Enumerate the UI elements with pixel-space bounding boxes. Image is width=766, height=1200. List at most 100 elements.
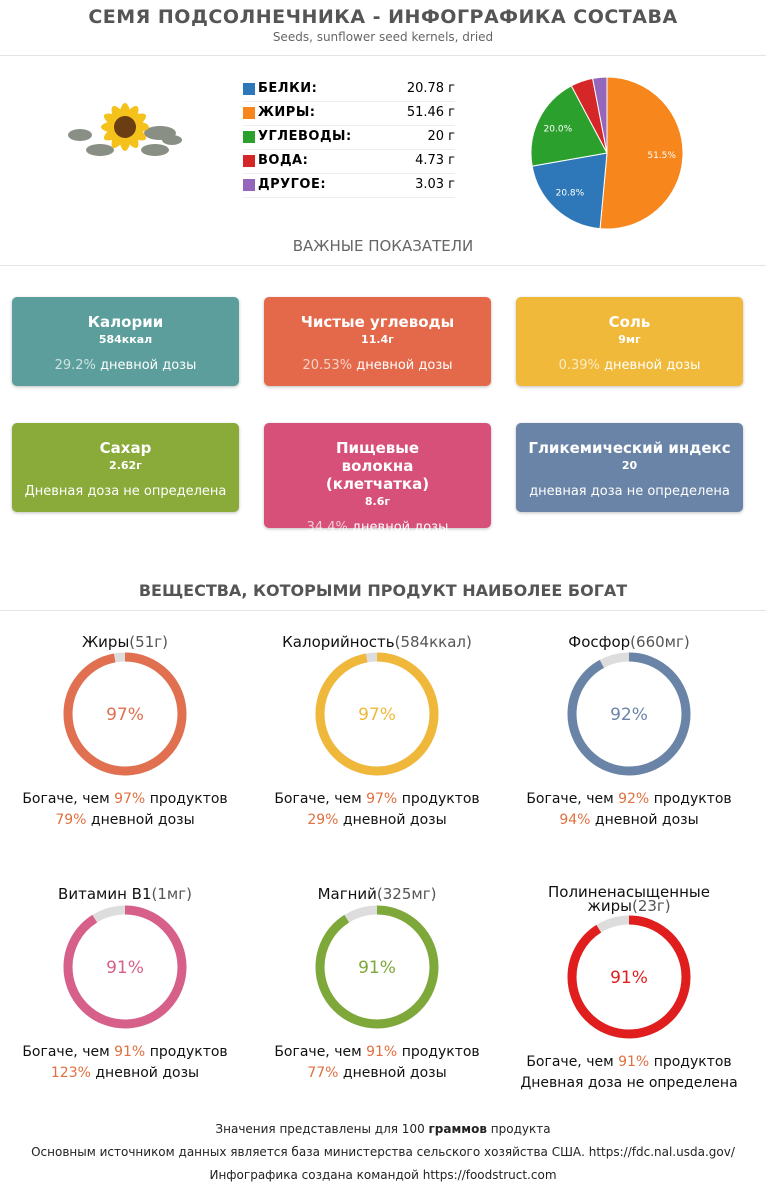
item-name-text: Магний bbox=[317, 885, 377, 903]
card-title: Сахар bbox=[99, 439, 152, 457]
item-name-text: Витамин B1 bbox=[58, 885, 152, 903]
pie-label: 20.8% bbox=[556, 189, 585, 199]
legend: БЕЛКИ: 20.78 г ЖИРЫ: 51.46 г УГЛЕВОДЫ: 20 г ВО… bbox=[243, 78, 455, 198]
indicator-card: Гликемический индекс 20 дневная доза не оп… bbox=[516, 423, 743, 512]
daily-pct: 123% bbox=[50, 1065, 91, 1081]
text: Богаче, чем bbox=[526, 1054, 614, 1070]
card-pct: 29.2% bbox=[54, 358, 96, 373]
daily-pct: 29% bbox=[307, 812, 339, 828]
text: продуктов bbox=[401, 791, 480, 807]
legend-row: ДРУГОЕ: 3.03 г bbox=[243, 174, 455, 198]
legend-swatch bbox=[243, 179, 255, 191]
footer-line: Инфографика создана командой https://foo… bbox=[209, 1168, 557, 1182]
item-name: Полиненасыщенные жиры(23г) bbox=[519, 885, 739, 915]
pie-slice bbox=[530, 85, 608, 167]
richer-pct: 91% bbox=[366, 1044, 398, 1060]
card-note-text: дневная доза не определена bbox=[529, 484, 730, 499]
item-name-text: Калорийность bbox=[282, 633, 395, 651]
card-note: 20.53% дневной дозы bbox=[264, 358, 491, 373]
card-note: Дневная доза не определена bbox=[12, 484, 239, 499]
text: Богаче, чем bbox=[526, 791, 614, 807]
card-value: 8.6г bbox=[364, 495, 391, 508]
text: Богаче, чем bbox=[22, 1044, 110, 1060]
legend-label: ЖИРЫ: bbox=[258, 105, 316, 120]
section-title: ВАЖНЫЕ ПОКАЗАТЕЛИ bbox=[292, 237, 474, 255]
ring-arc bbox=[567, 915, 691, 1039]
legend-label: ВОДА: bbox=[258, 153, 309, 168]
card-value: 20 bbox=[621, 459, 638, 472]
card-note: 0.39% дневной дозы bbox=[516, 358, 743, 373]
legend-label: УГЛЕВОДЫ: bbox=[258, 129, 352, 144]
card-value: 11.4г bbox=[361, 333, 394, 346]
daily-text: 94% дневной дозы bbox=[509, 812, 749, 828]
footer-line: Основным источником данных является база… bbox=[31, 1145, 735, 1159]
pie-slice bbox=[531, 152, 608, 230]
card-title: Калории bbox=[87, 313, 164, 331]
ring-label: 92% bbox=[610, 705, 648, 725]
richer-text: Богаче, чем 91% продуктов bbox=[5, 1044, 245, 1060]
divider bbox=[0, 610, 766, 611]
indicator-card: Пищевые волокна (клетчатка) 8.6г 34.4% дне… bbox=[264, 423, 491, 535]
legend-amount: 3.03 г bbox=[415, 177, 455, 192]
item-name-text: Жиры bbox=[82, 633, 130, 651]
ring-arc bbox=[63, 905, 187, 1029]
ring-label: 91% bbox=[358, 958, 396, 978]
daily-pct: 94% bbox=[559, 812, 591, 828]
ring-label: 97% bbox=[358, 705, 396, 725]
item-name: Фосфор(660мг) bbox=[519, 633, 739, 651]
legend-amount: 20 г bbox=[427, 129, 455, 144]
legend-row: БЕЛКИ: 20.78 г bbox=[243, 78, 455, 102]
text: Богаче, чем bbox=[274, 1044, 362, 1060]
sunflower-image bbox=[68, 103, 182, 156]
card-value: 9мг bbox=[618, 333, 641, 346]
card-note: дневная доза не определена bbox=[516, 484, 743, 499]
text: дневной дозы bbox=[342, 812, 447, 828]
indicator-card: Калории 584ккал 29.2% дневной дозы bbox=[12, 297, 239, 386]
legend-row: ЖИРЫ: 51.46 г bbox=[243, 102, 455, 126]
pie-label: 20.0% bbox=[544, 124, 573, 134]
ring: 97% bbox=[63, 652, 187, 776]
legend-row: УГЛЕВОДЫ: 20 г bbox=[243, 126, 455, 150]
daily-text: 29% дневной дозы bbox=[257, 812, 497, 828]
legend-row: ВОДА: 4.73 г bbox=[243, 150, 455, 174]
card-value: 584ккал bbox=[98, 333, 153, 346]
ring: 91% bbox=[567, 915, 691, 1039]
pie-slice bbox=[592, 76, 608, 154]
legend-label: БЕЛКИ: bbox=[258, 81, 318, 96]
text: продуктов bbox=[401, 1044, 480, 1060]
card-title: Чистые углеводы bbox=[300, 313, 455, 331]
card-title: Пищевые волокна (клетчатка) bbox=[325, 439, 430, 493]
card-note: 29.2% дневной дозы bbox=[12, 358, 239, 373]
card-note-text: Дневная доза не определена bbox=[24, 484, 227, 499]
card-note-text: дневной дозы bbox=[100, 358, 197, 373]
legend-swatch bbox=[243, 83, 255, 95]
ring: 97% bbox=[315, 652, 439, 776]
legend-amount: 4.73 г bbox=[415, 153, 455, 168]
text: дневной дозы bbox=[594, 812, 699, 828]
richer-text: Богаче, чем 92% продуктов bbox=[509, 791, 749, 807]
card-note: 34.4% дневной дозы bbox=[264, 520, 491, 535]
subtitle: Seeds, sunflower seed kernels, dried bbox=[272, 30, 494, 44]
card-value: 2.62г bbox=[109, 459, 142, 472]
item-amount: (51г) bbox=[129, 633, 168, 651]
richer-pct: 91% bbox=[618, 1054, 650, 1070]
ring-label: 91% bbox=[106, 958, 144, 978]
ring-arc bbox=[567, 652, 691, 776]
daily-text: 123% дневной дозы bbox=[5, 1065, 245, 1081]
divider bbox=[0, 55, 766, 56]
text: граммов bbox=[428, 1122, 487, 1136]
richer-text: Богаче, чем 91% продуктов bbox=[257, 1044, 497, 1060]
text: Богаче, чем bbox=[274, 791, 362, 807]
card-pct: 34.4% bbox=[306, 520, 348, 535]
daily-text: 79% дневной дозы bbox=[5, 812, 245, 828]
legend-swatch bbox=[243, 155, 255, 167]
card-title: Гликемический индекс bbox=[528, 439, 731, 457]
card-title: Соль bbox=[608, 313, 651, 331]
card-note-text: дневной дозы bbox=[352, 520, 449, 535]
card-note-text: дневной дозы bbox=[356, 358, 453, 373]
ring-arc bbox=[315, 905, 439, 1029]
item-amount: (23г) bbox=[631, 897, 671, 915]
daily-pct: 77% bbox=[307, 1065, 339, 1081]
indicator-card: Чистые углеводы 11.4г 20.53% дневной дозы bbox=[264, 297, 491, 386]
